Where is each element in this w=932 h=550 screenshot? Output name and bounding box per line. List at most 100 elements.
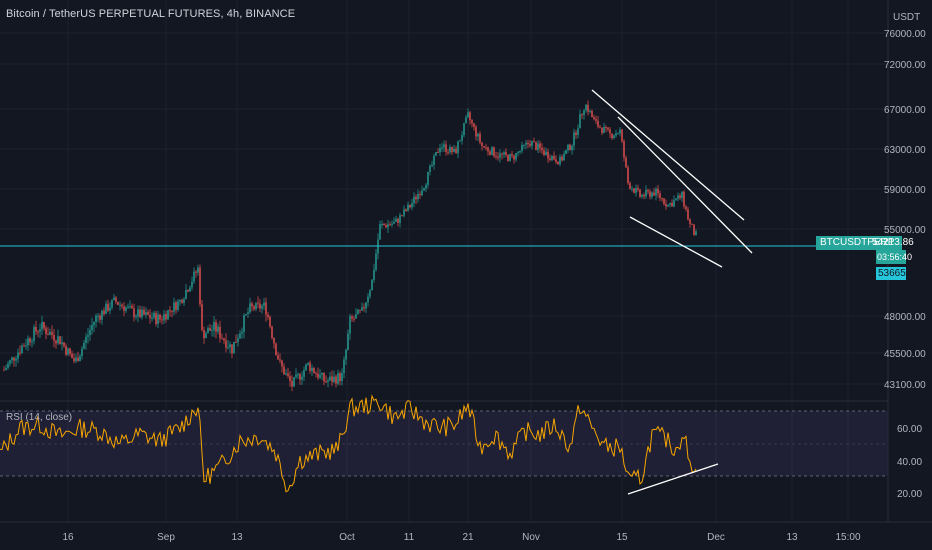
candle-body xyxy=(379,224,381,240)
candle-body xyxy=(27,338,29,346)
time-tick: 15:00 xyxy=(835,532,860,543)
candle-body xyxy=(349,316,351,334)
candle-body xyxy=(139,309,141,318)
candle-body xyxy=(587,104,589,112)
candle-body xyxy=(425,184,427,189)
candle-body xyxy=(579,114,581,129)
candle-body xyxy=(489,151,491,155)
candle-body xyxy=(343,359,345,374)
candle-body xyxy=(555,159,557,162)
candle-body xyxy=(327,380,329,382)
candle-body xyxy=(437,151,439,153)
candle-body xyxy=(245,313,247,316)
rsi-tick: 20.00 xyxy=(897,489,922,500)
candle-body xyxy=(325,381,327,383)
candle-body xyxy=(181,300,183,303)
currency-label: USDT xyxy=(893,12,920,23)
candle-body xyxy=(301,376,303,380)
candle-body xyxy=(5,367,7,370)
price-axis[interactable]: USDT 76000.00 72000.00 67000.00 63000.00… xyxy=(884,12,926,391)
candle-body xyxy=(545,151,547,156)
time-tick: 13 xyxy=(786,532,798,543)
candle-body xyxy=(637,188,639,190)
candle-body xyxy=(193,271,195,282)
rsi-axis[interactable]: 60.00 40.00 20.00 xyxy=(897,424,922,500)
price-tick: 43100.00 xyxy=(884,380,926,391)
candle-body xyxy=(669,202,671,205)
candle-body xyxy=(511,154,513,156)
candle-body xyxy=(185,290,187,299)
candle-body xyxy=(323,372,325,382)
candle-body xyxy=(683,191,685,207)
candle-body xyxy=(299,374,301,380)
candle-body xyxy=(109,307,111,311)
candle-body xyxy=(35,326,37,332)
candle-body xyxy=(15,358,17,361)
candle-body xyxy=(561,156,563,161)
candle-body xyxy=(615,133,617,136)
candle-body xyxy=(271,326,273,338)
candle-body xyxy=(121,304,123,307)
trendlines xyxy=(591,89,753,268)
candle-body xyxy=(433,155,435,165)
candle-body xyxy=(575,132,577,135)
candle-body xyxy=(115,297,117,302)
candle-body xyxy=(695,231,697,236)
candle-body xyxy=(577,128,579,135)
candle-body xyxy=(429,166,431,172)
candle-body xyxy=(589,110,591,112)
candle-body xyxy=(551,155,553,160)
candle-body xyxy=(601,127,603,133)
candle-body xyxy=(485,147,487,149)
candle-body xyxy=(55,340,57,344)
candle-body xyxy=(337,373,339,384)
candle-body xyxy=(659,193,661,199)
candle-body xyxy=(285,373,287,375)
candle-body xyxy=(341,373,343,382)
candle-body xyxy=(205,333,207,339)
candle-body xyxy=(611,133,613,139)
candle-body xyxy=(287,373,289,376)
time-tick: 11 xyxy=(404,532,415,543)
candle-body xyxy=(431,164,433,167)
candle-body xyxy=(479,133,481,143)
candle-body xyxy=(141,309,143,318)
candle-body xyxy=(401,215,403,217)
candle-body xyxy=(333,376,335,382)
candle-body xyxy=(539,143,541,148)
time-tick: Sep xyxy=(157,532,175,543)
rsi-indicator-label[interactable]: RSI (14, close) xyxy=(6,412,73,423)
candle-body xyxy=(131,306,133,309)
candle-body xyxy=(329,376,331,381)
candle-body xyxy=(625,157,627,168)
candle-body xyxy=(311,367,313,372)
candle-body xyxy=(147,312,149,315)
last-price-label: 54213.86 xyxy=(872,237,914,248)
chart-grid xyxy=(0,0,888,522)
candle-body xyxy=(529,144,531,146)
candle-body xyxy=(43,322,45,329)
candle-body xyxy=(563,154,565,161)
candle-body xyxy=(261,305,263,309)
candle-body xyxy=(639,189,641,197)
candle-body xyxy=(61,342,63,345)
candle-body xyxy=(89,330,91,336)
candle-body xyxy=(107,303,109,311)
candle-body xyxy=(191,281,193,288)
candle-body xyxy=(3,369,5,371)
candle-body xyxy=(209,328,211,331)
rsi-tick: 60.00 xyxy=(897,424,922,435)
candle-body xyxy=(525,142,527,145)
time-axis[interactable]: 16 Sep 13 Oct 11 21 Nov 15 Dec 13 15:00 xyxy=(62,532,861,543)
trendline-upper-1 xyxy=(591,89,745,221)
candle-body xyxy=(307,362,309,365)
candle-body xyxy=(253,306,255,310)
candle-body xyxy=(277,355,279,360)
candle-body xyxy=(217,326,219,332)
price-tick: 72000.00 xyxy=(884,60,926,71)
candle-body xyxy=(675,198,677,201)
candle-body xyxy=(41,322,43,330)
candle-body xyxy=(259,303,261,309)
price-tick: 45500.00 xyxy=(884,349,926,360)
